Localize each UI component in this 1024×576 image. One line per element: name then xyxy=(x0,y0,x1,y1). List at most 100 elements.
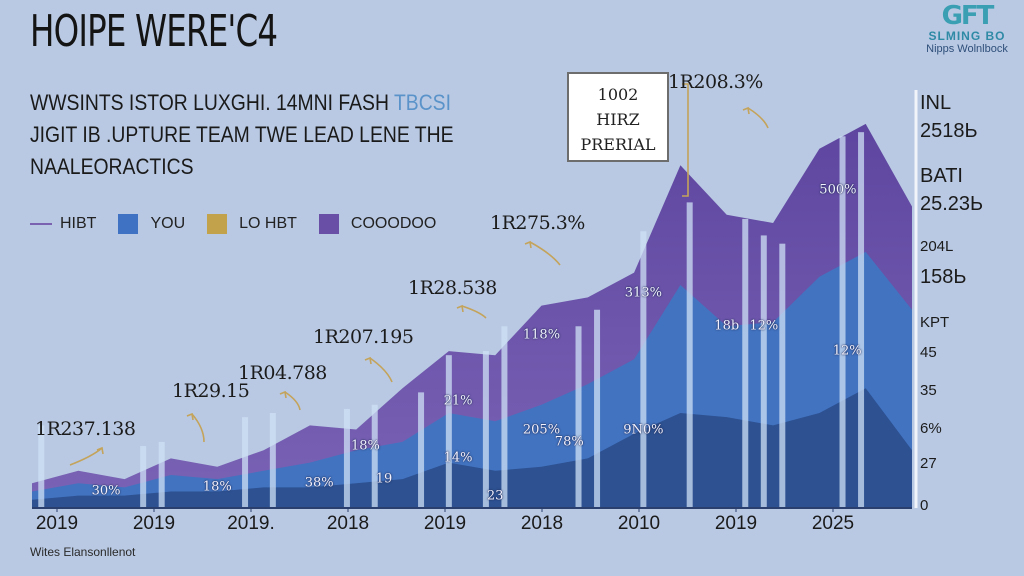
x-tick-label: 2019 xyxy=(35,513,79,534)
x-tick-label: 2010 xyxy=(617,513,661,534)
subtitle-line-1: WWSINTS ISTOR LUXGHI. 14MNI FASH xyxy=(30,90,389,115)
annotation-arrow xyxy=(284,391,301,411)
data-label: 18% xyxy=(351,438,380,454)
annotation-arrowhead xyxy=(96,446,104,455)
data-label: 18b xyxy=(714,318,740,334)
legend-label: YOU xyxy=(150,215,186,232)
highlight-bar xyxy=(38,425,45,508)
right-axis-label: BATI xyxy=(920,165,963,187)
highlight-bar xyxy=(371,404,378,508)
annotation-label: 1R28.538 xyxy=(408,277,497,299)
annotation-arrowhead xyxy=(742,106,750,115)
subtitle-highlight: TBCSI xyxy=(393,90,451,115)
highlight-bar xyxy=(839,136,846,509)
legend-item-you[interactable]: YOU xyxy=(118,214,185,234)
page-title: HOIPE WERE'C4 xyxy=(30,6,278,57)
annotation-arrow xyxy=(747,107,769,129)
data-label: 21% xyxy=(443,393,473,409)
right-axis-label: 35 xyxy=(920,382,937,399)
legend-label: COOODOO xyxy=(350,215,437,232)
annotation-arrowhead xyxy=(364,356,372,365)
right-axis-label: 45 xyxy=(920,344,937,361)
logo-tagline: Nipps Wolnlbock xyxy=(926,43,1008,55)
annotation-label: 1R237.138 xyxy=(35,418,136,440)
annotation-label: 1R275.3% xyxy=(490,212,585,234)
annotation-arrow xyxy=(529,241,561,266)
right-axis-label: KPT xyxy=(920,314,950,331)
highlight-bar xyxy=(779,243,786,508)
annotation-arrow xyxy=(461,305,487,319)
annotation-arrow xyxy=(191,413,205,443)
callout-box: 1002 HIRZ PRERIAL xyxy=(567,72,669,162)
right-axis-label: 158Ь xyxy=(920,266,967,288)
right-axis-label: 204L xyxy=(920,238,954,255)
highlight-bar xyxy=(482,351,489,508)
callout-line: PRERIAL xyxy=(580,135,656,154)
brand-logo: GFT SLMING BO Nipps Wolnlbock xyxy=(912,2,1022,56)
annotation-arrow xyxy=(369,357,393,383)
annotation-label: 1R29.15 xyxy=(172,380,250,402)
right-axis-label: 2518Ь xyxy=(920,120,978,142)
data-label: 9N0% xyxy=(623,422,664,438)
logo-name: SLMING BO xyxy=(928,29,1006,43)
callout-line: HIRZ xyxy=(596,110,640,129)
annotation-arrowhead xyxy=(524,240,532,249)
x-tick-label: 2019 xyxy=(714,513,758,534)
highlight-bar xyxy=(140,446,147,508)
annotation-label: 1R208.3% xyxy=(668,71,763,93)
callout-bracket xyxy=(682,83,689,197)
legend-line-swatch xyxy=(30,223,52,225)
data-label: 23 xyxy=(486,488,504,504)
annotation-label: 1R04.788 xyxy=(238,362,327,384)
legend-item-cooodoo[interactable]: COOODOO xyxy=(318,214,437,234)
x-tick-label: 2019. xyxy=(227,513,275,534)
footer-note: Wites Elansonllenot xyxy=(30,545,136,559)
legend-label: HIBT xyxy=(60,215,97,232)
right-axis-label: 6% xyxy=(920,420,942,437)
legend-swatch xyxy=(318,214,339,234)
legend-item-hibt[interactable]: HIBT xyxy=(30,215,96,233)
subtitle: WWSINTS ISTOR LUXGHI. 14MNI FASH TBCSI J… xyxy=(30,87,454,183)
highlight-bar xyxy=(594,309,601,508)
x-tick-label: 2018 xyxy=(326,513,370,534)
highlight-bar xyxy=(242,417,249,508)
legend-swatch xyxy=(207,214,228,234)
data-label: 205% xyxy=(522,422,561,438)
data-label: 30% xyxy=(91,483,121,499)
highlight-bar xyxy=(858,132,865,509)
legend-item-lo-hbt[interactable]: LO HBT xyxy=(207,214,297,234)
right-axis-label: 25.23Ь xyxy=(920,193,984,215)
data-label: 14% xyxy=(443,450,473,466)
annotation-label: 1R207.195 xyxy=(313,326,414,348)
highlight-bar xyxy=(575,326,582,508)
data-label: 12% xyxy=(749,318,779,334)
highlight-bar xyxy=(445,355,452,508)
highlight-bar xyxy=(343,408,350,508)
subtitle-line-2: JIGIT IB .UPTURE TEAM TWE LEAD LENE THE xyxy=(30,122,454,147)
subtitle-line-3: NAALEORACTICS xyxy=(30,154,194,179)
data-label: 313% xyxy=(624,285,662,301)
x-tick-label: 2019 xyxy=(132,513,176,534)
highlight-bar xyxy=(742,218,749,508)
data-label: 19 xyxy=(375,471,393,487)
highlight-bar xyxy=(418,392,425,508)
data-label: 12% xyxy=(832,343,862,359)
highlight-bar xyxy=(158,441,165,508)
right-axis-label: 27 xyxy=(920,455,937,472)
callout-line: 1002 xyxy=(597,85,639,104)
highlight-bar xyxy=(501,326,508,508)
annotation-arrowhead xyxy=(279,390,287,399)
data-label: 18% xyxy=(202,479,232,495)
annotation-arrow xyxy=(69,447,103,466)
x-tick-label: 2018 xyxy=(520,513,564,534)
logo-mark: GFT xyxy=(941,1,995,31)
legend-label: LO HBT xyxy=(239,215,297,232)
chart-legend: HIBT YOU LO HBT COOODOO xyxy=(30,214,458,234)
annotation-arrowhead xyxy=(456,304,464,313)
right-axis-label: 0 xyxy=(920,497,929,514)
legend-swatch xyxy=(118,214,139,234)
highlight-bar xyxy=(640,231,647,509)
highlight-bar xyxy=(686,202,693,508)
right-axis-label: INL xyxy=(920,92,952,114)
